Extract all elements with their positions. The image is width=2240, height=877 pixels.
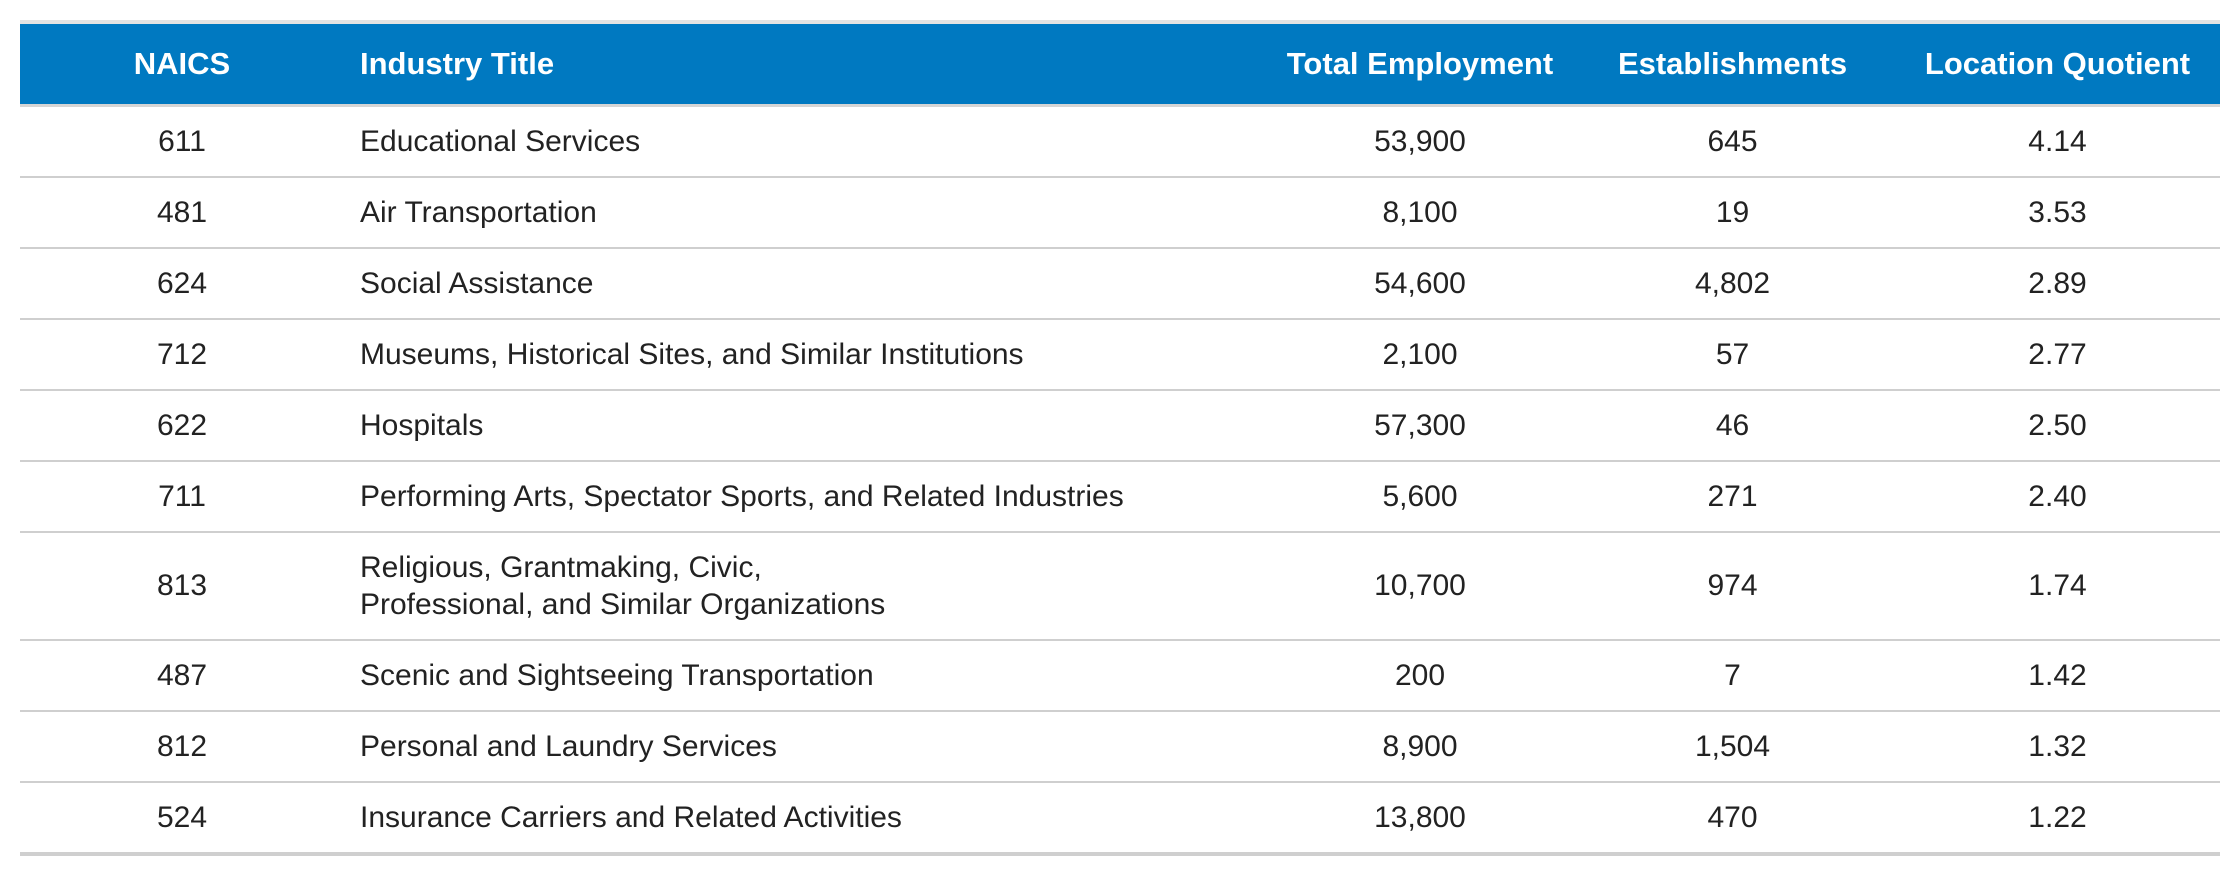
cell-establishments: 4,802 <box>1570 247 1895 320</box>
cell-industry-title: Hospitals <box>344 389 1270 462</box>
table-row: 813 Religious, Grantmaking, Civic, Profe… <box>20 531 2220 641</box>
industry-table-container: NAICS Industry Title Total Employment Es… <box>20 20 2220 856</box>
cell-total-employment: 2,100 <box>1270 318 1570 391</box>
cell-naics: 813 <box>20 531 344 641</box>
industry-table: NAICS Industry Title Total Employment Es… <box>20 20 2220 856</box>
cell-naics: 611 <box>20 105 344 178</box>
cell-location-quotient: 4.14 <box>1895 105 2220 178</box>
cell-total-employment: 13,800 <box>1270 781 1570 856</box>
cell-industry-title: Insurance Carriers and Related Activitie… <box>344 781 1270 856</box>
header-establishments: Establishments <box>1570 22 1895 107</box>
cell-total-employment: 10,700 <box>1270 531 1570 641</box>
cell-total-employment: 54,600 <box>1270 247 1570 320</box>
cell-naics: 481 <box>20 176 344 249</box>
table-row: 524 Insurance Carriers and Related Activ… <box>20 781 2220 856</box>
cell-total-employment: 5,600 <box>1270 460 1570 533</box>
cell-establishments: 271 <box>1570 460 1895 533</box>
table-row: 624 Social Assistance 54,600 4,802 2.89 <box>20 247 2220 320</box>
cell-naics: 622 <box>20 389 344 462</box>
cell-establishments: 974 <box>1570 531 1895 641</box>
header-industry-title: Industry Title <box>344 22 1270 107</box>
cell-naics: 711 <box>20 460 344 533</box>
cell-establishments: 46 <box>1570 389 1895 462</box>
cell-industry-title: Museums, Historical Sites, and Similar I… <box>344 318 1270 391</box>
cell-total-employment: 57,300 <box>1270 389 1570 462</box>
header-naics: NAICS <box>20 22 344 107</box>
table-row: 481 Air Transportation 8,100 19 3.53 <box>20 176 2220 249</box>
cell-total-employment: 53,900 <box>1270 105 1570 178</box>
table-row: 487 Scenic and Sightseeing Transportatio… <box>20 639 2220 712</box>
cell-establishments: 7 <box>1570 639 1895 712</box>
cell-location-quotient: 2.77 <box>1895 318 2220 391</box>
table-header-row: NAICS Industry Title Total Employment Es… <box>20 22 2220 107</box>
cell-total-employment: 8,900 <box>1270 710 1570 783</box>
cell-naics: 624 <box>20 247 344 320</box>
cell-industry-title: Social Assistance <box>344 247 1270 320</box>
cell-establishments: 1,504 <box>1570 710 1895 783</box>
table-row: 611 Educational Services 53,900 645 4.14 <box>20 105 2220 178</box>
table-row: 711 Performing Arts, Spectator Sports, a… <box>20 460 2220 533</box>
cell-establishments: 470 <box>1570 781 1895 856</box>
cell-establishments: 645 <box>1570 105 1895 178</box>
cell-establishments: 19 <box>1570 176 1895 249</box>
cell-total-employment: 8,100 <box>1270 176 1570 249</box>
cell-industry-title: Air Transportation <box>344 176 1270 249</box>
cell-total-employment: 200 <box>1270 639 1570 712</box>
cell-location-quotient: 1.32 <box>1895 710 2220 783</box>
table-row: 812 Personal and Laundry Services 8,900 … <box>20 710 2220 783</box>
cell-location-quotient: 1.22 <box>1895 781 2220 856</box>
cell-location-quotient: 1.42 <box>1895 639 2220 712</box>
cell-industry-title: Religious, Grantmaking, Civic, Professio… <box>344 531 1270 641</box>
header-total-employment: Total Employment <box>1270 22 1570 107</box>
cell-industry-title: Educational Services <box>344 105 1270 178</box>
cell-industry-title: Personal and Laundry Services <box>344 710 1270 783</box>
cell-location-quotient: 2.40 <box>1895 460 2220 533</box>
cell-naics: 812 <box>20 710 344 783</box>
cell-industry-title: Performing Arts, Spectator Sports, and R… <box>344 460 1270 533</box>
cell-location-quotient: 3.53 <box>1895 176 2220 249</box>
cell-naics: 524 <box>20 781 344 856</box>
cell-naics: 487 <box>20 639 344 712</box>
cell-location-quotient: 1.74 <box>1895 531 2220 641</box>
cell-establishments: 57 <box>1570 318 1895 391</box>
cell-location-quotient: 2.50 <box>1895 389 2220 462</box>
header-location-quotient: Location Quotient <box>1895 22 2220 107</box>
table-row: 712 Museums, Historical Sites, and Simil… <box>20 318 2220 391</box>
cell-location-quotient: 2.89 <box>1895 247 2220 320</box>
cell-naics: 712 <box>20 318 344 391</box>
cell-industry-title: Scenic and Sightseeing Transportation <box>344 639 1270 712</box>
table-row: 622 Hospitals 57,300 46 2.50 <box>20 389 2220 462</box>
